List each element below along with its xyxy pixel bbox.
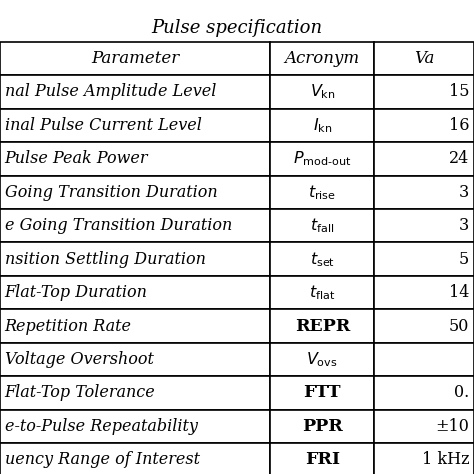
Bar (270, 310, 374, 343)
Text: $I_{\rm kn}$: $I_{\rm kn}$ (313, 116, 332, 135)
Bar (270, 209, 374, 243)
Bar (0, 276, 270, 310)
Bar (0, 376, 270, 410)
Text: 50: 50 (449, 318, 469, 335)
Bar (0, 343, 270, 376)
Bar (374, 276, 474, 310)
Text: Acronym: Acronym (285, 50, 360, 67)
Bar (270, 243, 374, 276)
Text: e Going Transition Duration: e Going Transition Duration (5, 217, 232, 234)
Bar (270, 443, 374, 474)
Bar (374, 75, 474, 109)
Bar (0, 42, 270, 75)
Bar (0, 410, 270, 443)
Bar (0, 175, 270, 209)
Text: $V_{\rm ovs}$: $V_{\rm ovs}$ (307, 350, 338, 369)
Text: 14: 14 (449, 284, 469, 301)
Text: 3: 3 (459, 217, 469, 234)
Text: Va: Va (414, 50, 434, 67)
Bar (374, 142, 474, 175)
Text: REPR: REPR (295, 318, 350, 335)
Text: $t_{\rm flat}$: $t_{\rm flat}$ (309, 283, 336, 302)
Bar (270, 410, 374, 443)
Bar (270, 376, 374, 410)
Bar (270, 42, 374, 75)
Text: 1 kHz: 1 kHz (422, 451, 469, 468)
Bar (0, 75, 270, 109)
Bar (0, 109, 270, 142)
Text: inal Pulse Current Level: inal Pulse Current Level (5, 117, 201, 134)
Text: Repetition Rate: Repetition Rate (5, 318, 132, 335)
Text: FTT: FTT (303, 384, 341, 401)
Bar (270, 142, 374, 175)
Bar (0, 209, 270, 243)
Bar (374, 410, 474, 443)
Text: e-to-Pulse Repeatability: e-to-Pulse Repeatability (5, 418, 198, 435)
Bar (0, 310, 270, 343)
Text: Voltage Overshoot: Voltage Overshoot (5, 351, 154, 368)
Bar (0, 243, 270, 276)
Text: 0.: 0. (454, 384, 469, 401)
Bar (374, 42, 474, 75)
Bar (374, 109, 474, 142)
Bar (0, 443, 270, 474)
Bar (374, 343, 474, 376)
Text: 3: 3 (459, 184, 469, 201)
Text: 5: 5 (459, 251, 469, 268)
Bar (0, 142, 270, 175)
Bar (270, 75, 374, 109)
Text: nsition Settling Duration: nsition Settling Duration (5, 251, 206, 268)
Bar (270, 343, 374, 376)
Bar (270, 175, 374, 209)
Text: 24: 24 (449, 150, 469, 167)
Text: uency Range of Interest: uency Range of Interest (5, 451, 200, 468)
Bar (270, 109, 374, 142)
Text: Pulse Peak Power: Pulse Peak Power (5, 150, 148, 167)
Text: $V_{\rm kn}$: $V_{\rm kn}$ (310, 82, 335, 101)
Bar (374, 310, 474, 343)
Text: 16: 16 (449, 117, 469, 134)
Text: $t_{\rm set}$: $t_{\rm set}$ (310, 250, 335, 269)
Bar (374, 175, 474, 209)
Text: $t_{\rm fall}$: $t_{\rm fall}$ (310, 217, 335, 235)
Bar (270, 276, 374, 310)
Text: 15: 15 (449, 83, 469, 100)
Text: Flat-Top Tolerance: Flat-Top Tolerance (5, 384, 155, 401)
Text: Going Transition Duration: Going Transition Duration (5, 184, 218, 201)
Text: FRI: FRI (305, 451, 340, 468)
Text: ±10: ±10 (436, 418, 469, 435)
Text: Flat-Top Duration: Flat-Top Duration (5, 284, 147, 301)
Text: $P_{\rm mod\text{-}out}$: $P_{\rm mod\text{-}out}$ (293, 149, 352, 168)
Text: Pulse specification: Pulse specification (151, 19, 323, 37)
Bar (374, 443, 474, 474)
Bar (374, 376, 474, 410)
Bar (374, 243, 474, 276)
Text: nal Pulse Amplitude Level: nal Pulse Amplitude Level (5, 83, 216, 100)
Text: PPR: PPR (302, 418, 343, 435)
Text: Parameter: Parameter (91, 50, 179, 67)
Text: $t_{\rm rise}$: $t_{\rm rise}$ (308, 183, 337, 201)
Bar (374, 209, 474, 243)
